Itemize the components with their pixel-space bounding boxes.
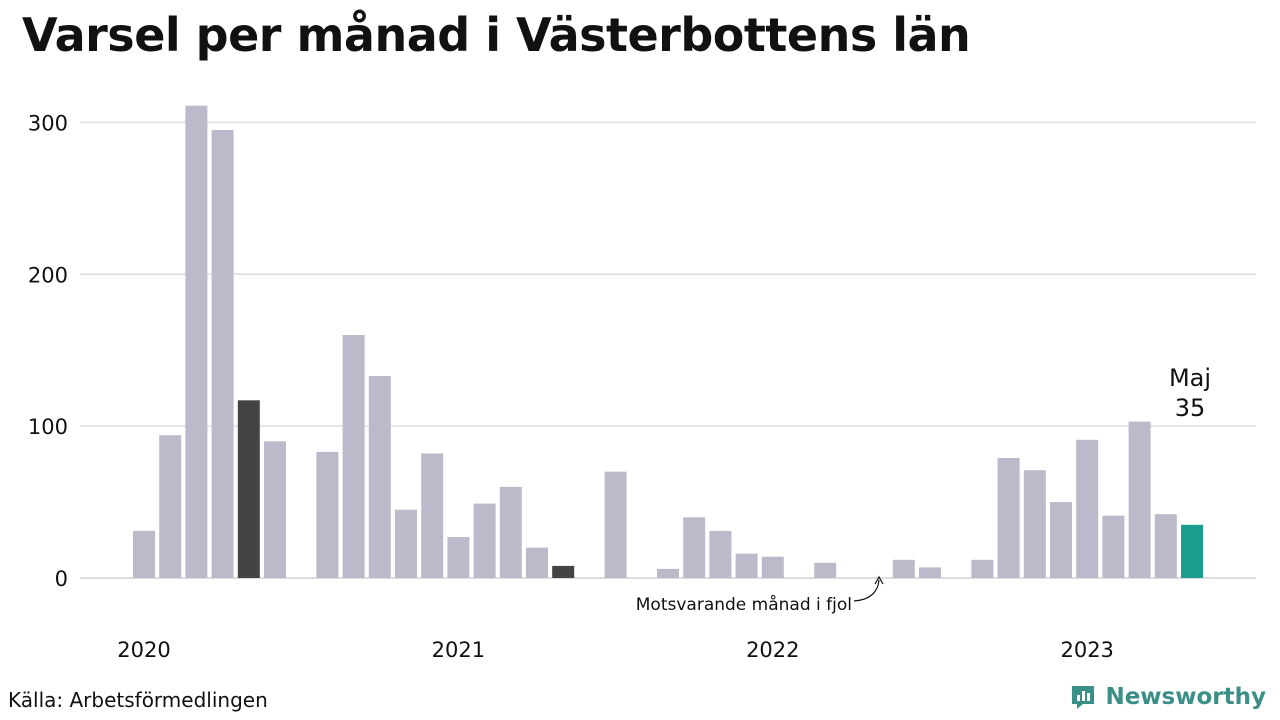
- brand-name: Newsworthy: [1105, 684, 1266, 710]
- bar: [395, 509, 417, 578]
- bar: [735, 553, 758, 578]
- x-tick-label: 2023: [1060, 638, 1113, 662]
- bar: [342, 335, 365, 578]
- bar: [316, 451, 339, 578]
- annotation-arrowhead: [874, 575, 884, 585]
- y-tick-label: 100: [28, 415, 68, 439]
- bar: [526, 547, 548, 578]
- bars: [133, 105, 1203, 578]
- bar: [1076, 439, 1099, 578]
- bar: [1023, 470, 1046, 578]
- x-tick-label: 2021: [432, 638, 485, 662]
- bar: [657, 568, 679, 578]
- highlight-value: 35: [1175, 394, 1206, 422]
- brand: Newsworthy: [1069, 683, 1266, 711]
- x-tick-label: 2022: [746, 638, 799, 662]
- bar: [133, 530, 155, 578]
- bar: [368, 376, 391, 578]
- highlight-label: Maj 35: [1169, 364, 1211, 422]
- previous-year-annotation: Motsvarande månad i fjol: [636, 594, 852, 615]
- bar: [604, 471, 627, 578]
- bar: [919, 567, 941, 578]
- annotation-arrow: [853, 579, 880, 602]
- bar: [552, 565, 575, 578]
- bar: [1181, 524, 1203, 578]
- bar: [185, 105, 208, 578]
- bar: [761, 556, 784, 578]
- bar: [159, 435, 182, 578]
- bar: [1128, 421, 1151, 578]
- newsworthy-logo-icon: [1072, 686, 1095, 709]
- bar: [1154, 514, 1177, 578]
- bar: [1102, 515, 1125, 578]
- bar: [421, 453, 444, 578]
- y-tick-label: 0: [55, 567, 68, 591]
- y-axis-labels: 0 100 200 300: [28, 111, 68, 591]
- y-tick-label: 300: [28, 111, 68, 135]
- bar: [473, 503, 496, 578]
- bar-chart: 0 100 200 300 2020 2021 2022 2023 Motsvarande …: [28, 105, 1256, 662]
- bar: [814, 562, 837, 578]
- annotation-group: Motsvarande månad i fjol: [636, 575, 884, 615]
- x-tick-label: 2020: [117, 638, 170, 662]
- bar: [892, 559, 915, 578]
- bar: [1050, 502, 1072, 578]
- bar: [709, 530, 732, 578]
- bar: [997, 458, 1020, 578]
- bar: [447, 537, 470, 578]
- y-tick-label: 200: [28, 263, 68, 287]
- bar: [971, 559, 994, 578]
- x-axis-labels: 2020 2021 2022 2023: [117, 638, 1114, 662]
- bar: [683, 517, 706, 578]
- highlight-month: Maj: [1169, 364, 1211, 392]
- chart-title: Varsel per månad i Västerbottens län: [22, 8, 971, 62]
- bar: [237, 400, 260, 578]
- bar: [499, 486, 522, 578]
- bar: [264, 441, 286, 578]
- bar: [211, 130, 234, 578]
- source-note: Källa: Arbetsförmedlingen: [8, 688, 268, 712]
